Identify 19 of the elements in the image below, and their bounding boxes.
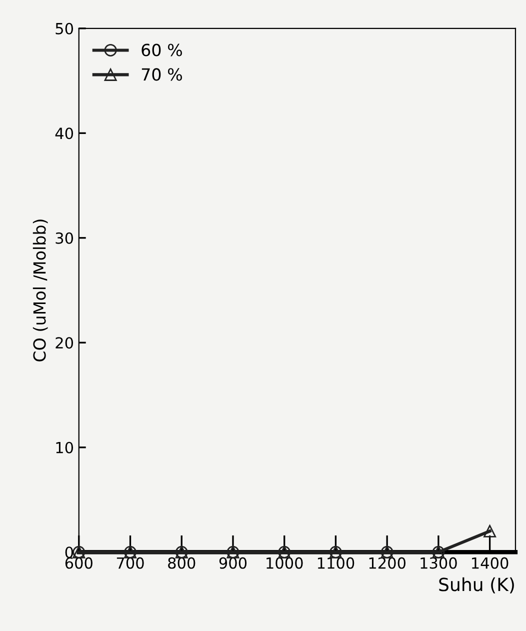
y-tick-label: 30 [56,232,74,244]
x-tick-label: 1300 [420,557,457,569]
x-tick-label: 600 [65,557,92,569]
y-tick-label: 50 [56,22,74,34]
x-tick-label: 900 [219,557,247,569]
x-tick-label: 700 [116,557,144,569]
legend-label: 70 % [142,68,182,81]
x-tick-label: 800 [168,557,196,569]
y-tick-label: 40 [55,128,74,140]
y-axis-title: CO (uMol /Molbb) [32,220,48,362]
y-tick-label: 10 [56,442,74,454]
x-axis-title: Suhu (K) [439,577,514,594]
x-tick-label: 1000 [266,557,303,569]
legend-label: 60 % [142,44,182,56]
x-tick-label: 1100 [318,557,354,569]
y-tick-label: 0 [65,546,74,558]
x-tick-label: 1400 [472,557,508,569]
x-tick-label: 1200 [369,557,406,569]
y-tick-label: 20 [56,337,74,349]
